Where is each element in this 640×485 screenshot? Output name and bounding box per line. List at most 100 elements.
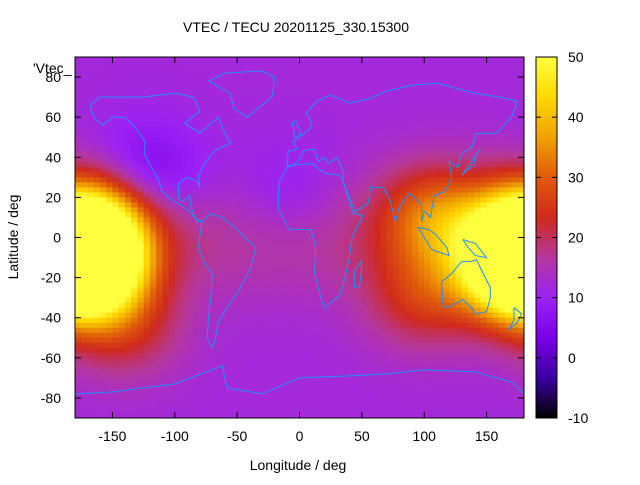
heatmap-cell (486, 362, 494, 369)
heatmap-cell (424, 372, 432, 379)
heatmap-cell (131, 382, 138, 389)
heatmap-cell (81, 147, 89, 153)
heatmap-cell (305, 327, 313, 334)
heatmap-cell (255, 257, 263, 264)
heatmap-cell (442, 267, 450, 274)
heatmap-cell (517, 127, 524, 133)
heatmap-cell (174, 222, 182, 229)
heatmap-cell (193, 92, 201, 98)
heatmap-cell (380, 387, 388, 394)
heatmap-cell (405, 222, 413, 229)
heatmap-cell (149, 287, 157, 294)
heatmap-cell (417, 97, 425, 103)
heatmap-cell (87, 342, 95, 349)
heatmap-cell (199, 187, 207, 193)
heatmap-cell (218, 282, 226, 289)
heatmap-cell (486, 102, 494, 108)
heatmap-cell (224, 172, 232, 178)
heatmap-cell (218, 392, 226, 399)
heatmap-cell (436, 67, 444, 73)
heatmap-cell (480, 57, 488, 63)
heatmap-cell (187, 302, 195, 309)
heatmap-cell (268, 62, 276, 68)
heatmap-cell (181, 352, 188, 359)
heatmap-cell (330, 342, 338, 349)
heatmap-cell (249, 377, 257, 384)
heatmap-cell (224, 212, 232, 219)
heatmap-cell (311, 292, 319, 299)
heatmap-cell (343, 207, 350, 214)
heatmap-cell (330, 217, 338, 224)
heatmap-cell (212, 152, 220, 158)
heatmap-cell (156, 357, 163, 364)
heatmap-cell (118, 257, 126, 264)
heatmap-cell (374, 247, 382, 254)
heatmap-cell (474, 367, 481, 374)
heatmap-cell (399, 177, 407, 183)
heatmap-cell (449, 157, 457, 163)
heatmap-cell (449, 252, 457, 259)
heatmap-cell (230, 287, 238, 294)
heatmap-cell (93, 312, 101, 319)
heatmap-cell (336, 257, 344, 264)
heatmap-cell (168, 147, 176, 153)
heatmap-cell (499, 212, 506, 219)
heatmap-cell (393, 362, 400, 369)
heatmap-cell (230, 172, 238, 178)
heatmap-cell (143, 247, 151, 254)
heatmap-cell (505, 282, 513, 289)
heatmap-cell (517, 272, 524, 279)
heatmap-cell (399, 382, 407, 389)
heatmap-cell (255, 232, 263, 239)
heatmap-cell (430, 92, 438, 98)
heatmap-cell (499, 222, 506, 229)
heatmap-cell (205, 107, 213, 113)
heatmap-cell (299, 362, 307, 369)
heatmap-cell (93, 237, 101, 244)
heatmap-cell (205, 172, 213, 178)
heatmap-cell (293, 327, 301, 334)
heatmap-cell (181, 157, 188, 163)
heatmap-cell (168, 172, 176, 178)
heatmap-cell (287, 97, 294, 103)
heatmap-cell (124, 147, 132, 153)
heatmap-cell (424, 367, 432, 374)
heatmap-cell (149, 362, 157, 369)
heatmap-cell (405, 62, 413, 68)
heatmap-cell (430, 242, 438, 249)
heatmap-cell (486, 327, 494, 334)
heatmap-cell (474, 82, 481, 88)
heatmap-cell (417, 282, 425, 289)
heatmap-cell (181, 277, 188, 284)
heatmap-cell (293, 347, 301, 354)
heatmap-cell (149, 357, 157, 364)
heatmap-cell (174, 327, 182, 334)
heatmap-cell (224, 207, 232, 214)
heatmap-cell (255, 72, 263, 78)
heatmap-cell (168, 382, 176, 389)
heatmap-cell (499, 102, 506, 108)
heatmap-cell (399, 97, 407, 103)
heatmap-cell (75, 252, 82, 259)
heatmap-cell (118, 377, 126, 384)
heatmap-cell (156, 182, 163, 188)
heatmap-cell (474, 252, 481, 259)
heatmap-cell (467, 232, 475, 239)
heatmap-cell (99, 392, 107, 399)
heatmap-cell (511, 222, 519, 229)
heatmap-cell (467, 182, 475, 188)
heatmap-cell (380, 77, 388, 83)
heatmap-cell (505, 112, 513, 118)
heatmap-cell (199, 317, 207, 324)
heatmap-cell (405, 347, 413, 354)
heatmap-cell (162, 137, 170, 143)
heatmap-cell (430, 332, 438, 339)
heatmap-cell (106, 252, 114, 259)
heatmap-cell (99, 167, 107, 173)
heatmap-cell (205, 167, 213, 173)
heatmap-cell (249, 102, 257, 108)
heatmap-cell (149, 317, 157, 324)
heatmap-cell (287, 147, 294, 153)
heatmap-cell (205, 137, 213, 143)
heatmap-cell (474, 112, 481, 118)
